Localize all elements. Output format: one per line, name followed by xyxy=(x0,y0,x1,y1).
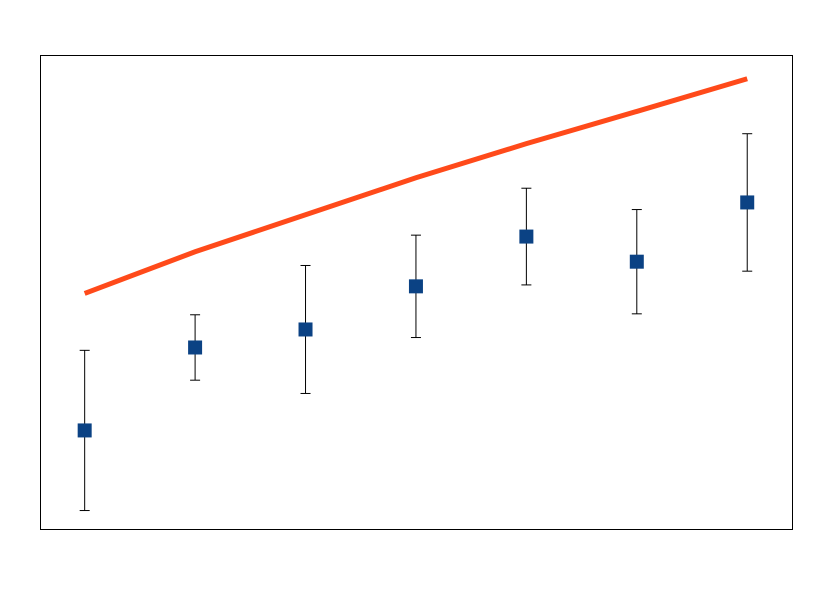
marker xyxy=(188,340,203,355)
marker xyxy=(519,229,534,244)
trend-line xyxy=(83,76,748,296)
marker xyxy=(629,254,644,269)
marker xyxy=(77,423,92,438)
marker xyxy=(408,279,423,294)
marker xyxy=(298,322,313,337)
marker xyxy=(740,195,755,210)
plot-frame xyxy=(40,55,793,530)
